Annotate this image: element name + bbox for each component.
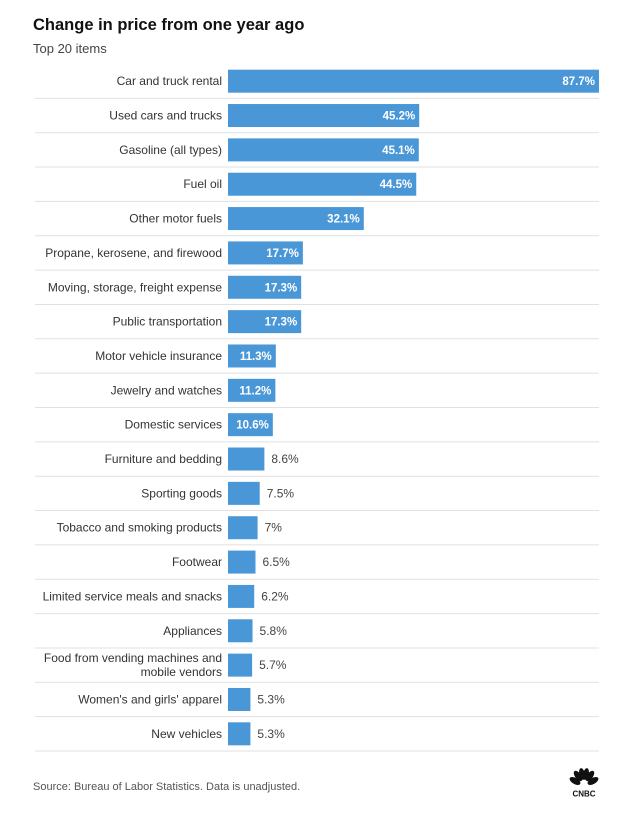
chart-subtitle: Top 20 items — [33, 41, 107, 56]
category-label: Fuel oil — [183, 177, 222, 191]
bar — [228, 172, 417, 196]
bar — [228, 516, 258, 540]
category-label: Furniture and bedding — [105, 452, 222, 466]
value-label: 7% — [265, 521, 283, 535]
value-label: 17.3% — [265, 282, 298, 294]
bar — [228, 378, 276, 402]
value-label: 11.2% — [239, 385, 271, 397]
category-label: Women's and girls' apparel — [78, 692, 222, 706]
bar — [228, 344, 276, 368]
bar — [228, 138, 419, 162]
value-label: 5.3% — [257, 727, 285, 741]
bar — [228, 584, 255, 608]
value-label: 5.3% — [257, 692, 285, 706]
value-label: 11.3% — [240, 351, 272, 363]
category-label: Car and truck rental — [117, 74, 222, 88]
bar — [228, 104, 420, 128]
value-label: 87.7% — [562, 76, 595, 88]
category-label: Propane, kerosene, and firewood — [45, 246, 222, 260]
bar — [228, 310, 302, 334]
value-label: 44.5% — [380, 179, 413, 191]
category-label: Public transportation — [113, 315, 222, 329]
value-label: 45.1% — [382, 145, 415, 157]
value-label: 6.2% — [261, 589, 289, 603]
category-label: Tobacco and smoking products — [57, 521, 222, 535]
bar — [228, 413, 273, 437]
bar-chart: Car and truck rental 87.7% Used cars and t… — [35, 69, 599, 752]
bar — [228, 722, 251, 746]
bar — [228, 619, 253, 643]
value-label: 7.5% — [267, 486, 295, 500]
value-label: 5.8% — [260, 624, 288, 638]
bar — [228, 207, 364, 231]
category-label: Gasoline (all types) — [119, 143, 222, 157]
category-label: Footwear — [172, 555, 222, 569]
category-label: Food from vending machines and mobile ven… — [44, 651, 222, 679]
bar — [228, 241, 303, 265]
bar — [228, 275, 302, 299]
category-label: Motor vehicle insurance — [95, 349, 222, 363]
category-label: Moving, storage, freight expense — [48, 280, 222, 294]
value-label: 5.7% — [259, 658, 287, 672]
category-label: Appliances — [163, 624, 222, 638]
value-label: 32.1% — [327, 214, 360, 226]
bar — [228, 69, 599, 93]
category-label: Used cars and trucks — [109, 109, 222, 123]
category-label: Jewelry and watches — [111, 383, 222, 397]
category-label: Other motor fuels — [129, 212, 222, 226]
bar — [228, 687, 251, 711]
value-label: 8.6% — [271, 452, 299, 466]
chart-title: Change in price from one year ago — [33, 16, 305, 34]
bar — [228, 653, 253, 677]
bar — [228, 550, 256, 574]
value-label: 10.6% — [236, 420, 269, 432]
bar — [228, 481, 260, 505]
value-label: 17.3% — [265, 317, 298, 329]
value-label: 45.2% — [383, 111, 416, 123]
cnbc-peacock-logo: CNBC — [569, 768, 599, 799]
logo-text: CNBC — [572, 790, 595, 799]
category-label: New vehicles — [151, 727, 222, 741]
value-label: 6.5% — [262, 555, 290, 569]
source-note: Source: Bureau of Labor Statistics. Data… — [33, 781, 301, 793]
category-label: Domestic services — [125, 418, 222, 432]
category-label: Limited service meals and snacks — [43, 589, 222, 603]
bar — [228, 447, 265, 471]
category-label: Sporting goods — [141, 486, 222, 500]
value-label: 17.7% — [266, 248, 299, 260]
